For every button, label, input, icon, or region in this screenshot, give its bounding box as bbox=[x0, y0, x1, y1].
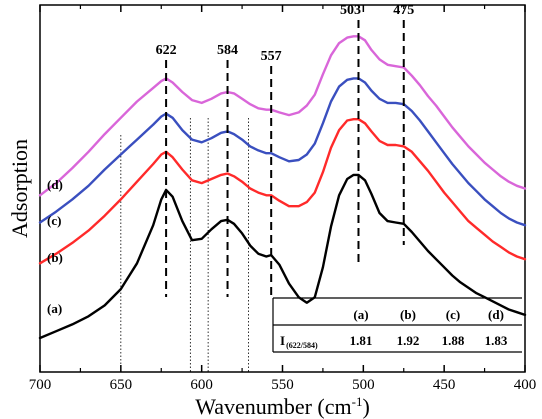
series-label-b: (b) bbox=[47, 250, 63, 265]
axes: 700 650 600 550 500 450 400 bbox=[29, 5, 537, 393]
table-value-a: 1.81 bbox=[350, 333, 373, 348]
peak-label-584: 584 bbox=[217, 43, 238, 58]
table-header-a: (a) bbox=[353, 307, 368, 322]
peak-annotations: 622 584 557 503 475 bbox=[156, 3, 414, 297]
peak-label-557: 557 bbox=[261, 49, 282, 64]
x-tick-label-650: 650 bbox=[110, 377, 133, 393]
x-axis-label: Wavenumber (cm-1) bbox=[195, 394, 370, 419]
series-layer bbox=[38, 35, 527, 340]
peak-label-503: 503 bbox=[340, 3, 361, 18]
reference-dotted-lines bbox=[120, 118, 249, 372]
peak-label-475: 475 bbox=[393, 3, 414, 18]
table-header-c: (c) bbox=[446, 307, 460, 322]
x-tick-label-550: 550 bbox=[271, 377, 294, 393]
x-tick-label-600: 600 bbox=[190, 377, 213, 393]
x-tick-label-500: 500 bbox=[352, 377, 375, 393]
table-row-label: I(622/584) bbox=[280, 333, 318, 350]
table-value-b: 1.92 bbox=[397, 333, 420, 348]
series-line-b bbox=[38, 117, 527, 265]
table-value-c: 1.88 bbox=[442, 333, 465, 348]
x-tick-label-700: 700 bbox=[29, 377, 52, 393]
series-labels: (a) (b) (c) (d) bbox=[47, 177, 63, 316]
peak-label-622: 622 bbox=[156, 43, 177, 58]
series-line-d bbox=[38, 35, 527, 197]
series-label-c: (c) bbox=[47, 213, 61, 228]
x-tick-label-450: 450 bbox=[433, 377, 456, 393]
x-tick-label-400: 400 bbox=[514, 377, 537, 393]
table-value-d: 1.83 bbox=[485, 333, 508, 348]
intensity-ratio-table: (a) (b) (c) (d) 1.81 1.92 1.88 1.83 I(622/584) bbox=[272, 297, 522, 353]
series-line-a bbox=[38, 173, 527, 340]
series-label-a: (a) bbox=[47, 301, 62, 316]
table-header-d: (d) bbox=[488, 307, 504, 322]
series-label-d: (d) bbox=[47, 177, 63, 192]
y-axis-label: Adsorption bbox=[7, 139, 32, 238]
table-header-b: (b) bbox=[400, 307, 416, 322]
